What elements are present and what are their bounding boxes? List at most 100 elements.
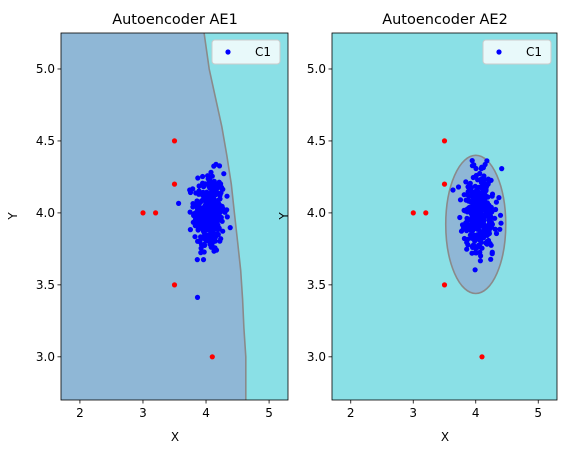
data-point-c1: [210, 224, 216, 230]
data-point-c1: [191, 212, 197, 219]
data-point-c1: [461, 235, 467, 242]
data-point-c1: [499, 166, 505, 172]
data-point-c1: [479, 213, 485, 219]
data-point-red: [153, 210, 159, 216]
data-point-c1: [224, 214, 230, 220]
data-point-c1: [194, 198, 200, 204]
legend-marker-c1: [496, 49, 502, 55]
data-point-c1: [467, 232, 473, 238]
data-point-c1: [176, 200, 182, 206]
axis-ticks: 2 3 4 5 3.0 3.5 4.0 4.5 5.0: [36, 62, 273, 420]
panel-ae2: Autoencoder AE2 X Y 2 3 4 53.03.54.04.55.0 …: [277, 12, 558, 444]
data-point-c1: [196, 238, 202, 244]
data-point-c1: [187, 227, 193, 233]
data-point-c1: [466, 193, 472, 200]
data-point-c1: [463, 197, 469, 203]
data-point-c1: [200, 225, 206, 231]
data-point-c1: [478, 176, 484, 182]
data-point-c1: [474, 232, 480, 238]
data-point-c1: [227, 225, 233, 231]
y-tick-label: 5.0: [36, 62, 55, 76]
data-point-c1: [204, 207, 211, 214]
data-point-c1: [190, 219, 196, 225]
legend-entry-c1: C1: [526, 45, 542, 59]
data-point-c1: [469, 158, 475, 164]
data-point-c1: [488, 242, 494, 248]
chart-title: Autoencoder AE2: [382, 12, 508, 28]
data-point-c1: [480, 200, 487, 206]
data-point-c1: [450, 187, 456, 193]
data-point-c1: [224, 193, 230, 199]
data-point-c1: [196, 183, 202, 189]
data-point-c1: [200, 235, 206, 241]
y-tick-label: 4.5: [36, 134, 55, 148]
data-point-c1: [199, 190, 205, 196]
data-point-c1: [212, 235, 218, 241]
data-point-c1: [479, 231, 485, 237]
data-point-c1: [197, 220, 204, 227]
data-point-c1: [484, 183, 490, 189]
data-point-red: [441, 282, 448, 288]
data-point-red: [140, 210, 146, 216]
data-point-c1: [457, 197, 464, 203]
data-point-c1: [200, 180, 206, 186]
data-point-c1: [464, 239, 470, 245]
data-point-c1: [220, 228, 226, 234]
data-point-c1: [208, 169, 214, 175]
data-point-c1: [198, 250, 204, 256]
data-point-c1: [486, 215, 492, 221]
data-point-red: [441, 138, 448, 144]
data-point-c1: [474, 208, 480, 214]
legend-entry-c1: C1: [255, 45, 271, 59]
data-point-c1: [200, 210, 207, 216]
data-point-c1: [190, 186, 196, 192]
data-point-c1: [204, 224, 210, 230]
data-point-c1: [476, 216, 482, 223]
x-axis-label: X: [441, 430, 449, 444]
background-region: [332, 33, 557, 400]
data-point-c1: [206, 176, 212, 182]
data-point-c1: [484, 158, 490, 164]
data-point-c1: [493, 230, 500, 237]
data-point-c1: [476, 221, 482, 227]
y-tick-label: 5.0: [307, 62, 326, 76]
data-point-red: [171, 138, 178, 144]
data-point-c1: [214, 181, 220, 188]
data-point-red: [209, 354, 215, 360]
y-axis-label: Y: [277, 212, 291, 221]
y-tick-label: 3.5: [36, 278, 55, 292]
data-point-c1: [214, 186, 220, 192]
decision-boundary: [203, 33, 247, 400]
y-tick-label: 4.0: [307, 206, 326, 220]
data-point-c1: [472, 267, 478, 273]
data-point-c1: [463, 220, 469, 226]
data-point-c1: [458, 228, 465, 234]
data-point-c1: [489, 251, 495, 257]
data-point-c1: [216, 163, 223, 169]
data-point-c1: [486, 179, 492, 185]
data-point-c1: [196, 224, 202, 231]
axes-frame: [331, 32, 558, 401]
legend: C1: [482, 39, 552, 65]
data-point-c1: [218, 236, 224, 242]
data-point-c1: [455, 184, 462, 190]
data-point-c1: [471, 201, 477, 207]
data-point-c1: [218, 190, 224, 196]
data-point-c1: [457, 214, 463, 221]
data-point-c1: [477, 258, 483, 264]
data-point-c1: [222, 209, 228, 215]
data-point-c1: [472, 236, 479, 242]
data-point-c1: [471, 218, 477, 224]
data-point-c1: [210, 181, 216, 188]
y-tick-label: 3.0: [36, 350, 55, 364]
data-point-c1: [481, 195, 487, 201]
legend-box: [482, 39, 552, 65]
x-tick-label: 3: [409, 406, 417, 420]
axis-ticks: 2 3 4 5 3.0 3.5 4.0 4.5 5.0: [307, 62, 542, 420]
data-point-c1: [212, 218, 218, 224]
data-point-red: [441, 181, 448, 187]
data-point-c1: [489, 209, 495, 215]
data-point-red: [410, 210, 416, 216]
axes-frame: [60, 32, 289, 401]
